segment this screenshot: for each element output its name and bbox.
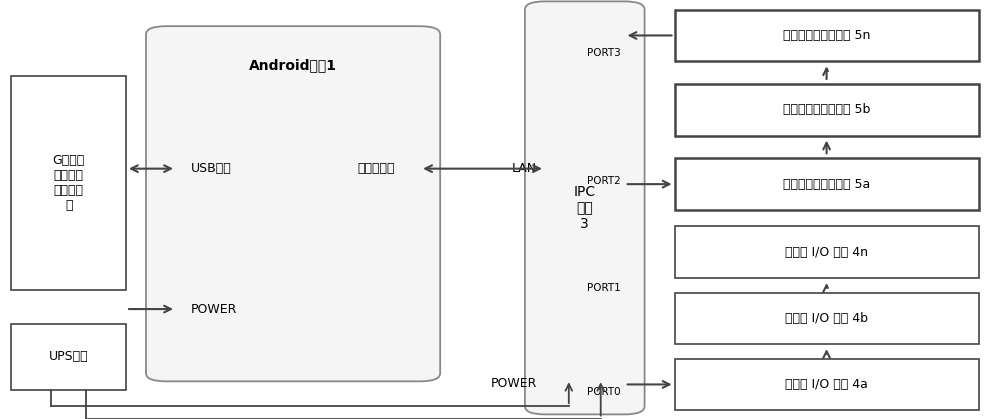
FancyBboxPatch shape bbox=[11, 323, 126, 390]
Text: PORT1: PORT1 bbox=[587, 283, 621, 293]
FancyBboxPatch shape bbox=[675, 227, 979, 278]
FancyBboxPatch shape bbox=[675, 84, 979, 136]
Text: POWER: POWER bbox=[191, 303, 237, 316]
Text: 总线式 I/O 单元 4b: 总线式 I/O 单元 4b bbox=[785, 312, 868, 325]
Text: POWER: POWER bbox=[491, 377, 537, 390]
FancyBboxPatch shape bbox=[675, 292, 979, 344]
Text: 总线式 I/O 单元 4a: 总线式 I/O 单元 4a bbox=[785, 378, 868, 391]
Text: 总线式 I/O 单元 4n: 总线式 I/O 单元 4n bbox=[785, 246, 868, 259]
FancyBboxPatch shape bbox=[675, 359, 979, 410]
FancyBboxPatch shape bbox=[675, 10, 979, 61]
Text: 总线式伺服驱动单元 5b: 总线式伺服驱动单元 5b bbox=[783, 103, 870, 116]
Text: 以太网接口: 以太网接口 bbox=[358, 162, 395, 175]
Text: 总线式伺服驱动单元 5a: 总线式伺服驱动单元 5a bbox=[783, 178, 870, 191]
Text: PORT2: PORT2 bbox=[587, 176, 621, 186]
Text: PORT3: PORT3 bbox=[587, 48, 621, 58]
Text: USB接口: USB接口 bbox=[191, 162, 232, 175]
Text: G代码文
件、数据
备份文件
等: G代码文 件、数据 备份文件 等 bbox=[53, 154, 85, 212]
FancyBboxPatch shape bbox=[675, 158, 979, 210]
Text: IPC
单元
3: IPC 单元 3 bbox=[574, 185, 596, 231]
Text: Android平台1: Android平台1 bbox=[249, 58, 337, 72]
FancyBboxPatch shape bbox=[525, 1, 645, 414]
Text: PORT0: PORT0 bbox=[587, 387, 621, 397]
Text: LAN: LAN bbox=[512, 162, 537, 175]
Text: 总线式伺服驱动单元 5n: 总线式伺服驱动单元 5n bbox=[783, 29, 870, 42]
FancyBboxPatch shape bbox=[146, 26, 440, 381]
FancyBboxPatch shape bbox=[11, 76, 126, 290]
Text: UPS电源: UPS电源 bbox=[49, 350, 89, 363]
